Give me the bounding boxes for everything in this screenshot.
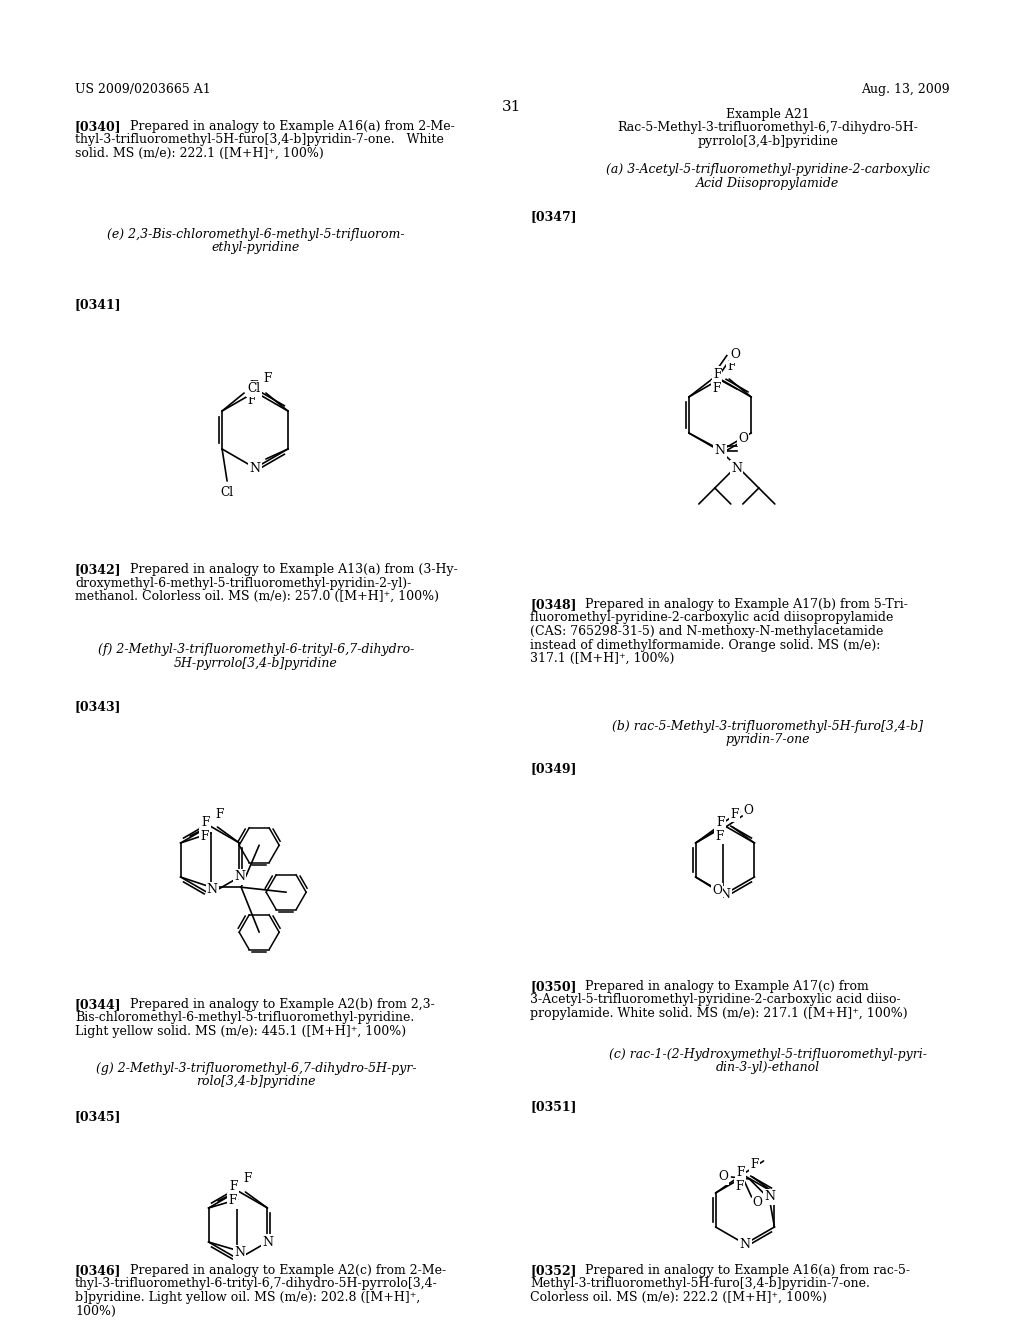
Text: F: F (229, 1180, 238, 1193)
Text: F: F (248, 395, 256, 408)
Text: Acid Diisopropylamide: Acid Diisopropylamide (696, 177, 840, 190)
Text: solid. MS (m/e): 222.1 ([M+H]⁺, 100%): solid. MS (m/e): 222.1 ([M+H]⁺, 100%) (75, 147, 324, 160)
Text: [0343]: [0343] (75, 700, 122, 713)
Text: (a) 3-Acetyl-5-trifluoromethyl-pyridine-2-carboxylic: (a) 3-Acetyl-5-trifluoromethyl-pyridine-… (606, 162, 930, 176)
Text: [0341]: [0341] (75, 298, 122, 312)
Text: thyl-3-trifluoromethyl-6-trityl-6,7-dihydro-5H-pyrrolo[3,4-: thyl-3-trifluoromethyl-6-trityl-6,7-dihy… (75, 1278, 437, 1291)
Text: 3-Acetyl-5-trifluoromethyl-pyridine-2-carboxylic acid diiso-: 3-Acetyl-5-trifluoromethyl-pyridine-2-ca… (530, 994, 901, 1006)
Text: fluoromethyl-pyridine-2-carboxylic acid diisopropylamide: fluoromethyl-pyridine-2-carboxylic acid … (530, 611, 893, 624)
Text: F: F (736, 1166, 744, 1179)
Text: Colorless oil. MS (m/e): 222.2 ([M+H]⁺, 100%): Colorless oil. MS (m/e): 222.2 ([M+H]⁺, … (530, 1291, 826, 1304)
Text: [0345]: [0345] (75, 1110, 122, 1123)
Text: O: O (738, 432, 748, 445)
Text: O: O (713, 884, 722, 898)
Text: F: F (215, 808, 223, 821)
Text: Cl: Cl (220, 487, 233, 499)
Text: din-3-yl)-ethanol: din-3-yl)-ethanol (716, 1061, 820, 1074)
Text: rolo[3,4-b]pyridine: rolo[3,4-b]pyridine (197, 1076, 315, 1089)
Text: US 2009/0203665 A1: US 2009/0203665 A1 (75, 83, 211, 96)
Text: N: N (233, 870, 245, 883)
Text: 5H-pyrrolo[3,4-b]pyridine: 5H-pyrrolo[3,4-b]pyridine (174, 656, 338, 669)
Text: N: N (233, 1246, 245, 1259)
Text: Prepared in analogy to Example A16(a) from rac-5-: Prepared in analogy to Example A16(a) fr… (585, 1265, 910, 1276)
Text: droxymethyl-6-methyl-5-trifluoromethyl-pyridin-2-yl)-: droxymethyl-6-methyl-5-trifluoromethyl-p… (75, 577, 412, 590)
Text: pyridin-7-one: pyridin-7-one (726, 734, 810, 747)
Text: F: F (202, 816, 210, 829)
Text: [0348]: [0348] (530, 598, 577, 611)
Text: Rac-5-Methyl-3-trifluoromethyl-6,7-dihydro-5H-: Rac-5-Methyl-3-trifluoromethyl-6,7-dihyd… (617, 121, 919, 135)
Text: pyrrolo[3,4-b]pyridine: pyrrolo[3,4-b]pyridine (697, 135, 839, 148)
Text: Prepared in analogy to Example A16(a) from 2-Me-: Prepared in analogy to Example A16(a) fr… (130, 120, 455, 133)
Text: N: N (720, 887, 730, 900)
Text: O: O (753, 1196, 763, 1209)
Text: Prepared in analogy to Example A17(b) from 5-Tri-: Prepared in analogy to Example A17(b) fr… (585, 598, 908, 611)
Text: thyl-3-trifluoromethyl-5H-furo[3,4-b]pyridin-7-one.   White: thyl-3-trifluoromethyl-5H-furo[3,4-b]pyr… (75, 133, 443, 147)
Text: Light yellow solid. MS (m/e): 445.1 ([M+H]⁺, 100%): Light yellow solid. MS (m/e): 445.1 ([M+… (75, 1026, 407, 1038)
Text: N: N (262, 1236, 273, 1249)
Text: F: F (264, 372, 272, 385)
Text: ethyl-pyridine: ethyl-pyridine (212, 242, 300, 255)
Text: [0350]: [0350] (530, 979, 577, 993)
Text: 100%): 100%) (75, 1304, 116, 1317)
Text: [0351]: [0351] (530, 1100, 577, 1113)
Text: O: O (743, 804, 754, 817)
Text: N: N (731, 462, 742, 474)
Text: [0344]: [0344] (75, 998, 122, 1011)
Text: F: F (712, 381, 720, 395)
Text: Prepared in analogy to Example A13(a) from (3-Hy-: Prepared in analogy to Example A13(a) fr… (130, 564, 458, 576)
Text: N: N (715, 445, 725, 458)
Text: F: F (751, 1158, 759, 1171)
Text: b]pyridine. Light yellow oil. MS (m/e): 202.8 ([M+H]⁺,: b]pyridine. Light yellow oil. MS (m/e): … (75, 1291, 420, 1304)
Text: N: N (739, 1238, 751, 1250)
Text: F: F (715, 829, 724, 842)
Text: (c) rac-1-(2-Hydroxymethyl-5-trifluoromethyl-pyri-: (c) rac-1-(2-Hydroxymethyl-5-trifluorome… (609, 1048, 927, 1061)
Text: [0346]: [0346] (75, 1265, 122, 1276)
Text: methanol. Colorless oil. MS (m/e): 257.0 ([M+H]⁺, 100%): methanol. Colorless oil. MS (m/e): 257.0… (75, 590, 439, 603)
Text: Bis-chloromethyl-6-methyl-5-trifluoromethyl-pyridine.: Bis-chloromethyl-6-methyl-5-trifluoromet… (75, 1011, 415, 1024)
Text: (g) 2-Methyl-3-trifluoromethyl-6,7-dihydro-5H-pyr-: (g) 2-Methyl-3-trifluoromethyl-6,7-dihyd… (95, 1063, 417, 1074)
Text: Methyl-3-trifluoromethyl-5H-furo[3,4-b]pyridin-7-one.: Methyl-3-trifluoromethyl-5H-furo[3,4-b]p… (530, 1278, 869, 1291)
Text: F: F (244, 1172, 252, 1185)
Text: 31: 31 (503, 100, 521, 114)
Text: O: O (730, 348, 739, 362)
Text: N: N (207, 883, 218, 896)
Text: Prepared in analogy to Example A2(b) from 2,3-: Prepared in analogy to Example A2(b) fro… (130, 998, 435, 1011)
Text: N: N (764, 1191, 775, 1204)
Text: Cl: Cl (248, 383, 261, 396)
Text: F: F (713, 367, 721, 380)
Text: Example A21: Example A21 (726, 108, 810, 121)
Text: instead of dimethylformamide. Orange solid. MS (m/e):: instead of dimethylformamide. Orange sol… (530, 639, 881, 652)
Text: (e) 2,3-Bis-chloromethyl-6-methyl-5-trifluorom-: (e) 2,3-Bis-chloromethyl-6-methyl-5-trif… (108, 228, 404, 242)
Text: (b) rac-5-Methyl-3-trifluoromethyl-5H-furo[3,4-b]: (b) rac-5-Methyl-3-trifluoromethyl-5H-fu… (612, 719, 924, 733)
Text: O: O (719, 1171, 728, 1184)
Text: F: F (730, 808, 738, 821)
Text: Prepared in analogy to Example A17(c) from: Prepared in analogy to Example A17(c) fr… (585, 979, 868, 993)
Text: [0340]: [0340] (75, 120, 122, 133)
Text: propylamide. White solid. MS (m/e): 217.1 ([M+H]⁺, 100%): propylamide. White solid. MS (m/e): 217.… (530, 1007, 907, 1020)
Text: [0352]: [0352] (530, 1265, 577, 1276)
Text: Prepared in analogy to Example A2(c) from 2-Me-: Prepared in analogy to Example A2(c) fro… (130, 1265, 446, 1276)
Text: F: F (228, 1195, 237, 1208)
Text: [0347]: [0347] (530, 210, 577, 223)
Text: N: N (250, 462, 260, 474)
Text: F: F (201, 829, 209, 842)
Text: Aug. 13, 2009: Aug. 13, 2009 (861, 83, 950, 96)
Text: F: F (735, 1180, 743, 1192)
Text: 317.1 ([M+H]⁺, 100%): 317.1 ([M+H]⁺, 100%) (530, 652, 675, 665)
Text: [0342]: [0342] (75, 564, 122, 576)
Text: (CAS: 765298-31-5) and N-methoxy-N-methylacetamide: (CAS: 765298-31-5) and N-methoxy-N-methy… (530, 624, 884, 638)
Text: F: F (727, 359, 735, 372)
Text: (f) 2-Methyl-3-trifluoromethyl-6-trityl-6,7-dihydro-: (f) 2-Methyl-3-trifluoromethyl-6-trityl-… (98, 643, 414, 656)
Text: [0349]: [0349] (530, 762, 577, 775)
Text: F: F (716, 816, 725, 829)
Text: F: F (250, 380, 258, 393)
